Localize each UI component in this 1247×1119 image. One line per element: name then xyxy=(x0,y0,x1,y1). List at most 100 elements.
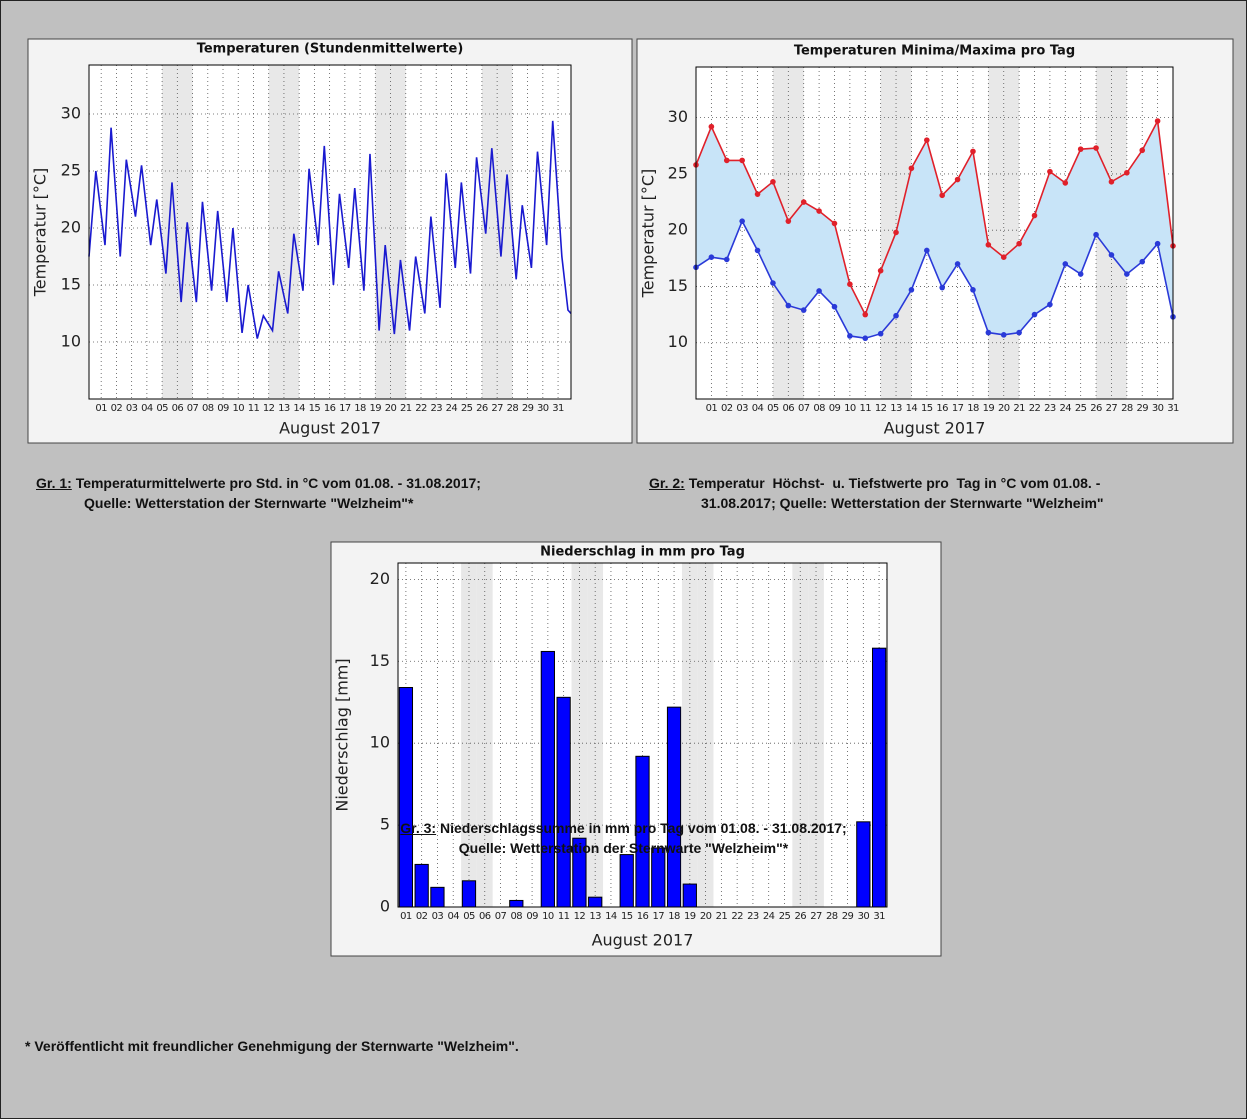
y-tick-label: 25 xyxy=(61,161,81,180)
x-tick-label: 05 xyxy=(156,403,168,414)
x-tick-label: 30 xyxy=(1152,403,1164,414)
x-tick-label: 07 xyxy=(495,911,507,922)
marker xyxy=(954,176,961,183)
x-tick-label: 07 xyxy=(798,403,810,414)
x-tick-label: 18 xyxy=(967,403,979,414)
marker xyxy=(1139,147,1146,154)
x-tick-label: 12 xyxy=(574,911,586,922)
y-tick-label: 15 xyxy=(370,651,390,670)
x-tick-label: 02 xyxy=(416,911,428,922)
x-tick-label: 10 xyxy=(542,911,554,922)
x-tick-label: 13 xyxy=(890,403,902,414)
x-tick-label: 19 xyxy=(370,403,382,414)
marker xyxy=(1047,168,1053,175)
x-tick-label: 01 xyxy=(706,403,718,414)
marker xyxy=(1031,311,1038,318)
x-tick-label: 02 xyxy=(111,403,123,414)
bar xyxy=(414,863,429,908)
marker xyxy=(1108,178,1115,185)
x-tick-label: 20 xyxy=(700,911,712,922)
caption-line: Temperaturmittelwerte pro Std. in °C vom… xyxy=(75,475,481,491)
x-tick-label: 17 xyxy=(339,403,351,414)
marker xyxy=(770,280,776,286)
x-tick-label: 14 xyxy=(605,911,617,922)
marker xyxy=(785,302,792,309)
marker xyxy=(893,229,899,236)
x-tick-label: 09 xyxy=(526,911,538,922)
bar xyxy=(619,854,634,908)
x-tick-label: 04 xyxy=(447,911,459,922)
marker xyxy=(908,165,915,172)
x-tick-label: 11 xyxy=(859,403,871,414)
x-tick-label: 19 xyxy=(684,911,696,922)
y-tick-label: 0 xyxy=(380,897,390,916)
marker xyxy=(1000,332,1007,338)
marker xyxy=(1016,329,1022,336)
x-tick-label: 08 xyxy=(202,403,214,414)
x-tick-label: 03 xyxy=(432,911,444,922)
y-tick-label: 10 xyxy=(61,332,81,351)
marker xyxy=(877,267,884,274)
x-tick-label: 31 xyxy=(1167,403,1179,414)
marker xyxy=(939,192,945,199)
x-tick-label: 21 xyxy=(1013,403,1025,414)
marker xyxy=(708,254,715,260)
x-tick-label: 23 xyxy=(430,403,442,414)
marker xyxy=(785,218,792,224)
marker xyxy=(816,208,822,214)
marker xyxy=(847,281,853,288)
weekend-band xyxy=(177,65,193,399)
bar xyxy=(509,899,524,908)
x-tick-label: 10 xyxy=(232,403,244,414)
x-axis-label: August 2017 xyxy=(884,419,986,438)
x-tick-label: 10 xyxy=(844,403,856,414)
y-tick-label: 20 xyxy=(370,569,390,588)
weekend-band xyxy=(481,65,498,399)
x-tick-label: 22 xyxy=(731,911,743,922)
marker xyxy=(800,307,807,313)
x-tick-label: 12 xyxy=(875,403,887,414)
bar xyxy=(398,686,414,908)
marker xyxy=(1062,180,1069,186)
caption-line: Niederschlagssumme in mm pro Tag vom 01.… xyxy=(439,820,847,836)
y-tick-label: 10 xyxy=(370,733,390,752)
x-tick-label: 24 xyxy=(763,911,775,922)
x-tick-label: 24 xyxy=(446,403,458,414)
x-tick-label: 20 xyxy=(385,403,397,414)
bar xyxy=(430,886,445,908)
y-tick-label: 25 xyxy=(668,163,688,182)
x-tick-label: 17 xyxy=(952,403,964,414)
marker xyxy=(1031,212,1038,219)
x-tick-label: 14 xyxy=(293,403,305,414)
weekend-band xyxy=(1003,67,1020,399)
caption: Gr. 2: Temperatur Höchst- u. Tiefstwerte… xyxy=(649,475,1100,491)
caption-line: 31.08.2017; Quelle: Wetterstation der St… xyxy=(701,495,1104,511)
marker xyxy=(708,123,715,130)
x-tick-label: 07 xyxy=(187,403,199,414)
y-axis-label: Temperatur [°C] xyxy=(639,169,658,299)
marker xyxy=(1047,301,1053,308)
marker xyxy=(723,157,730,164)
bar xyxy=(540,650,555,908)
bar xyxy=(651,847,666,908)
y-tick-label: 20 xyxy=(61,218,81,237)
x-tick-label: 13 xyxy=(589,911,601,922)
x-tick-label: 20 xyxy=(998,403,1010,414)
marker xyxy=(924,247,930,254)
x-tick-label: 03 xyxy=(736,403,748,414)
x-tick-label: 26 xyxy=(476,403,488,414)
x-tick-label: 25 xyxy=(1075,403,1087,414)
x-tick-label: 26 xyxy=(794,911,806,922)
caption-label: Gr. 1: xyxy=(36,475,72,491)
marker xyxy=(877,330,884,337)
y-tick-label: 5 xyxy=(380,815,390,834)
marker xyxy=(739,157,745,164)
x-tick-label: 16 xyxy=(936,403,948,414)
marker xyxy=(1124,271,1130,277)
x-tick-label: 18 xyxy=(354,403,366,414)
y-tick-label: 15 xyxy=(668,276,688,295)
caption-label: Gr. 2: xyxy=(649,475,685,491)
x-tick-label: 21 xyxy=(400,403,412,414)
x-tick-label: 24 xyxy=(1060,403,1072,414)
marker xyxy=(970,148,976,155)
